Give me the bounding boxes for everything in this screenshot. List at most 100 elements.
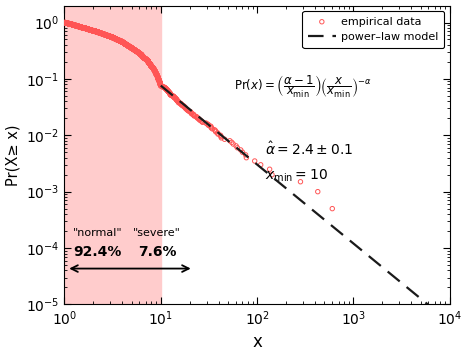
empirical data: [166, 90, 174, 96]
empirical data: [63, 20, 70, 26]
empirical data: [127, 44, 134, 50]
empirical data: [150, 67, 158, 72]
empirical data: [68, 21, 75, 27]
empirical data: [114, 37, 122, 43]
empirical data: [68, 21, 76, 27]
empirical data: [192, 114, 200, 119]
empirical data: [102, 32, 109, 37]
empirical data: [218, 135, 225, 141]
empirical data: [120, 40, 128, 46]
empirical data: [135, 50, 142, 56]
empirical data: [134, 49, 141, 55]
empirical data: [138, 52, 145, 57]
empirical data: [87, 27, 95, 33]
empirical data: [90, 28, 98, 34]
empirical data: [90, 28, 97, 34]
empirical data: [117, 39, 125, 44]
empirical data: [84, 26, 92, 32]
empirical data: [140, 55, 147, 60]
empirical data: [177, 101, 185, 107]
empirical data: [73, 23, 80, 29]
empirical data: [84, 26, 91, 32]
empirical data: [177, 101, 184, 106]
empirical data: [212, 128, 219, 134]
empirical data: [117, 38, 124, 44]
empirical data: [84, 26, 92, 32]
empirical data: [180, 104, 188, 109]
empirical data: [130, 46, 137, 52]
empirical data: [156, 80, 164, 86]
empirical data: [102, 32, 110, 38]
empirical data: [66, 21, 74, 27]
empirical data: [141, 55, 148, 61]
empirical data: [76, 24, 83, 30]
empirical data: [93, 29, 100, 35]
empirical data: [126, 44, 134, 50]
empirical data: [119, 40, 127, 45]
empirical data: [120, 40, 127, 46]
empirical data: [137, 51, 144, 57]
empirical data: [72, 23, 80, 29]
empirical data: [195, 115, 202, 121]
empirical data: [71, 22, 79, 28]
empirical data: [146, 61, 154, 66]
empirical data: [144, 57, 151, 63]
empirical data: [140, 55, 148, 61]
empirical data: [69, 22, 77, 28]
empirical data: [70, 22, 77, 28]
empirical data: [130, 46, 137, 52]
power–law model: [159, 84, 165, 89]
empirical data: [87, 27, 95, 33]
empirical data: [119, 39, 126, 45]
empirical data: [184, 108, 192, 114]
empirical data: [149, 65, 156, 70]
empirical data: [68, 21, 75, 27]
empirical data: [108, 34, 115, 40]
empirical data: [118, 39, 125, 44]
empirical data: [154, 74, 161, 80]
empirical data: [121, 41, 129, 47]
empirical data: [107, 34, 114, 39]
empirical data: [75, 24, 83, 29]
empirical data: [85, 26, 92, 32]
empirical data: [137, 51, 144, 57]
empirical data: [134, 50, 142, 55]
empirical data: [105, 34, 113, 39]
empirical data: [138, 52, 146, 58]
empirical data: [92, 29, 99, 34]
empirical data: [80, 25, 88, 31]
empirical data: [65, 21, 72, 26]
empirical data: [67, 21, 75, 27]
empirical data: [118, 39, 125, 45]
empirical data: [84, 26, 91, 32]
empirical data: [102, 32, 110, 38]
empirical data: [117, 38, 124, 44]
empirical data: [137, 51, 144, 57]
empirical data: [89, 28, 96, 34]
empirical data: [66, 21, 74, 27]
empirical data: [135, 50, 142, 55]
empirical data: [107, 34, 115, 40]
empirical data: [122, 41, 129, 47]
empirical data: [84, 26, 91, 32]
empirical data: [123, 42, 131, 48]
empirical data: [169, 93, 176, 99]
empirical data: [67, 21, 74, 27]
empirical data: [83, 26, 90, 31]
empirical data: [73, 23, 80, 29]
empirical data: [99, 31, 107, 37]
empirical data: [61, 20, 69, 25]
empirical data: [125, 43, 132, 49]
empirical data: [169, 94, 177, 99]
empirical data: [88, 27, 96, 33]
empirical data: [97, 30, 104, 36]
empirical data: [76, 24, 84, 30]
empirical data: [149, 65, 157, 71]
empirical data: [122, 41, 129, 47]
empirical data: [84, 26, 92, 32]
empirical data: [124, 42, 131, 48]
empirical data: [127, 45, 135, 50]
empirical data: [163, 87, 171, 93]
empirical data: [76, 24, 83, 30]
empirical data: [132, 48, 140, 54]
